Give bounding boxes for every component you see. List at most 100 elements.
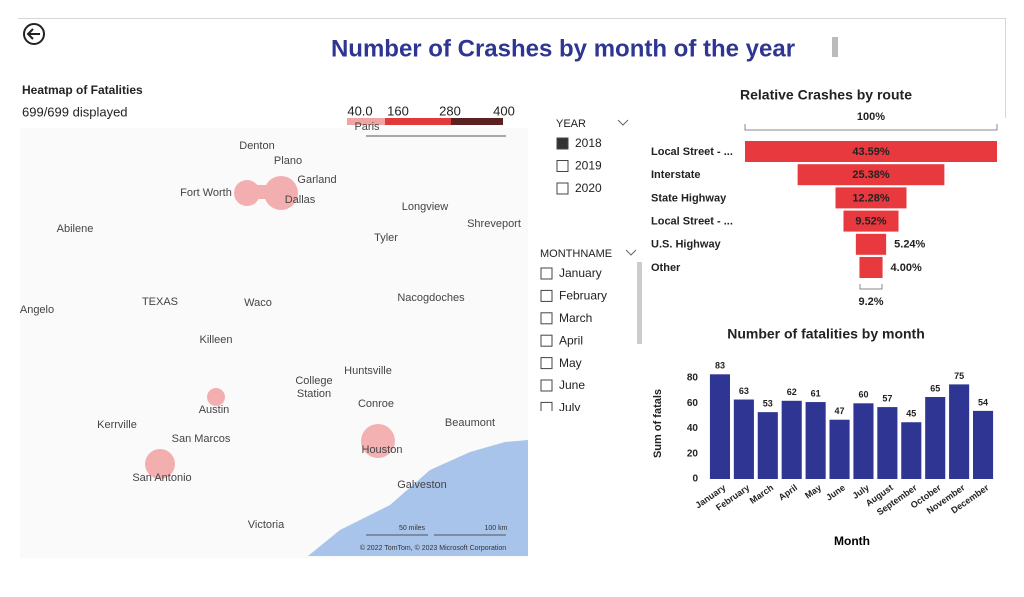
- gulf-water: [308, 440, 528, 556]
- map-place-label: Nacogdoches: [397, 292, 465, 304]
- slicer-item[interactable]: January: [559, 266, 602, 280]
- value-label: 25.38%: [852, 169, 890, 181]
- checkbox[interactable]: [540, 312, 553, 325]
- value-label: 60: [858, 390, 868, 400]
- slicer-item[interactable]: April: [559, 333, 583, 347]
- scrollbar[interactable]: [637, 262, 642, 344]
- slicer-item[interactable]: 2020: [575, 181, 602, 195]
- y-tick-label: 40: [687, 423, 699, 434]
- value-label: 83: [715, 361, 725, 371]
- frame-line: [18, 18, 1006, 19]
- y-tick-label: 80: [687, 373, 699, 384]
- back-button[interactable]: [23, 23, 45, 45]
- map-place-label: Fort Worth: [180, 187, 232, 199]
- y-tick-label: 20: [687, 448, 699, 459]
- funnel-bar: [859, 257, 883, 278]
- value-label: 9.52%: [855, 216, 886, 228]
- funnel-bar: [745, 141, 997, 162]
- funnel-category: Interstate: [651, 169, 701, 181]
- value-label: 62: [787, 387, 797, 397]
- value-label: 5.24%: [894, 239, 925, 251]
- map-place-label: Victoria: [248, 519, 285, 531]
- funnel-category: Other: [651, 262, 681, 274]
- value-label: 4.00%: [891, 262, 922, 274]
- map-place-label: Huntsville: [344, 365, 392, 377]
- map-place-label: TEXAS: [142, 296, 178, 308]
- slicer-item[interactable]: 2018: [575, 136, 602, 150]
- bar: [733, 399, 754, 479]
- y-axis-title: Sum of fatals: [652, 389, 664, 458]
- map-place-label: Conroe: [358, 398, 394, 410]
- funnel-category: U.S. Highway: [651, 239, 722, 251]
- slicer-clip: [536, 411, 636, 431]
- checkbox[interactable]: [540, 379, 553, 392]
- map-place-label: Station: [297, 388, 331, 400]
- legend-swatch: [451, 118, 503, 125]
- map-place-label: College: [295, 375, 332, 387]
- funnel-bar: [855, 233, 887, 255]
- x-tick-label: June: [824, 482, 847, 502]
- bar: [925, 397, 946, 479]
- checkbox[interactable]: [540, 267, 553, 280]
- value-label: 43.59%: [852, 146, 890, 158]
- heatmap-subtitle: 699/699 displayed: [22, 104, 128, 119]
- bar: [709, 374, 731, 479]
- funnel-bar: [843, 210, 899, 232]
- bar: [901, 422, 922, 479]
- map-place-label: Shreveport: [467, 218, 521, 230]
- slicer-item[interactable]: June: [559, 378, 585, 392]
- slicer-title: YEAR: [556, 118, 586, 130]
- map-place-label: Tyler: [374, 232, 398, 244]
- value-label: 75: [954, 371, 964, 381]
- map-place-label: San Marcos: [172, 433, 231, 445]
- dashboard-title: Number of Crashes by month of the year: [331, 35, 795, 62]
- chart-title: Relative Crashes by route: [740, 87, 912, 103]
- funnel-bottom-label: 9.2%: [858, 296, 883, 308]
- slicer-title: MONTHNAME: [540, 248, 612, 260]
- funnel-top-label: 100%: [857, 111, 885, 123]
- map-copyright: © 2022 TomTom, © 2023 Microsoft Corporat…: [360, 544, 506, 552]
- bar: [972, 410, 994, 479]
- divider: [832, 37, 838, 57]
- legend-swatch: [347, 118, 385, 125]
- checkbox[interactable]: [556, 160, 569, 172]
- map-place-label: Abilene: [57, 223, 94, 235]
- slicer-item[interactable]: February: [559, 289, 607, 303]
- checkbox[interactable]: [556, 137, 569, 150]
- legend-label: 400: [493, 103, 515, 118]
- map-place-label: Paris: [354, 121, 380, 133]
- legend-label: 280: [439, 103, 461, 118]
- funnel-category: Local Street - ...: [651, 216, 733, 228]
- funnel-bar: [797, 164, 945, 186]
- slicer-chevron[interactable]: [617, 119, 629, 126]
- scale-km: 100 km: [485, 525, 508, 532]
- value-label: 45: [906, 409, 916, 419]
- legend-swatch: [385, 118, 451, 125]
- bracket: [859, 284, 883, 290]
- value-label: 65: [930, 383, 940, 393]
- slicer-chevron[interactable]: [625, 249, 637, 256]
- checkbox[interactable]: [556, 182, 569, 195]
- map-place-label: Garland: [297, 174, 336, 186]
- y-tick-label: 0: [692, 474, 698, 485]
- legend-label: 160: [387, 103, 409, 118]
- checkbox[interactable]: [540, 334, 553, 347]
- scale-miles: 50 miles: [399, 525, 426, 532]
- slicer-item[interactable]: 2019: [575, 159, 602, 173]
- map-place-label: Longview: [402, 201, 449, 213]
- map-place-label: Austin: [199, 404, 230, 416]
- legend-label: 40.0: [347, 103, 372, 118]
- slicer-item[interactable]: May: [559, 356, 582, 370]
- map-place-label: Denton: [239, 140, 274, 152]
- x-axis-title: Month: [834, 534, 870, 548]
- value-label: 61: [811, 388, 821, 398]
- slicer-item[interactable]: March: [559, 311, 592, 325]
- map-place-label: Galveston: [397, 479, 447, 491]
- checkbox[interactable]: [540, 289, 553, 302]
- map-place-label: Houston: [362, 444, 403, 456]
- x-tick-label: May: [803, 482, 823, 500]
- x-tick-label: March: [748, 482, 775, 505]
- map-place-label: San Antonio: [132, 472, 191, 484]
- checkbox[interactable]: [540, 357, 553, 370]
